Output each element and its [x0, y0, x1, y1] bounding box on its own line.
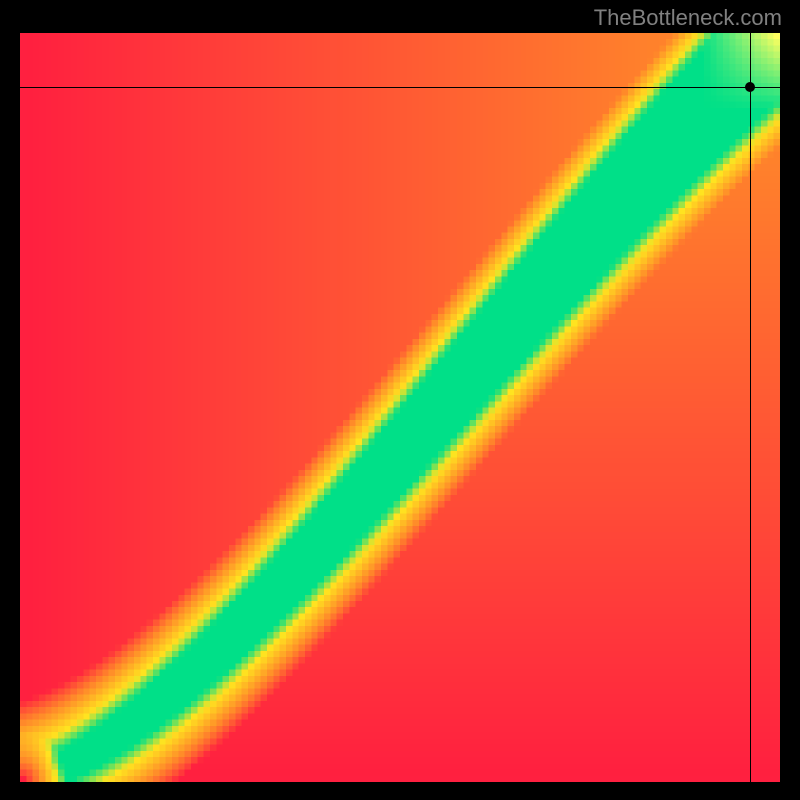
bottleneck-heatmap [20, 33, 780, 782]
watermark-text: TheBottleneck.com [594, 5, 782, 31]
crosshair-vertical [750, 33, 751, 782]
crosshair-horizontal [20, 87, 780, 88]
heatmap-canvas [20, 33, 780, 782]
crosshair-marker [745, 82, 755, 92]
